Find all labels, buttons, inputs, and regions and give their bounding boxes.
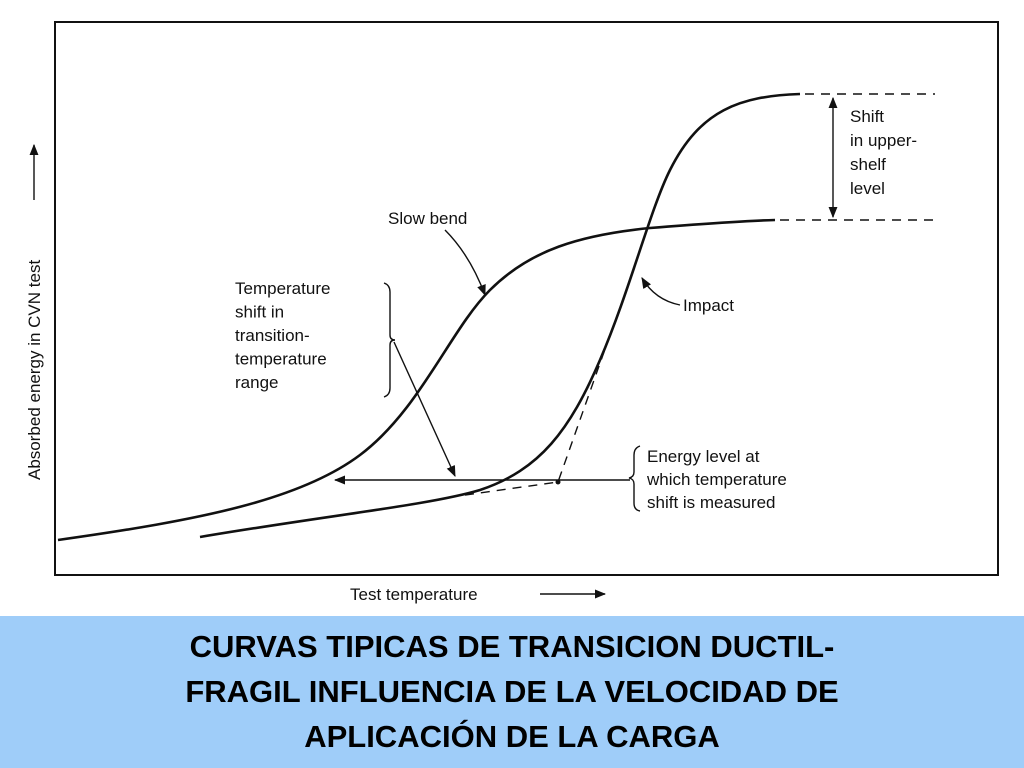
x-axis-label: Test temperature <box>350 585 478 604</box>
notes: Shift in upper-shelf level Temperature shift… <box>235 107 917 512</box>
note-line: which temperature <box>646 470 787 489</box>
slow-bend-curve <box>57 218 776 542</box>
point <box>555 479 561 485</box>
impact-pointer <box>641 277 681 306</box>
brace <box>383 282 396 398</box>
slow-bend-label: Slow bend <box>388 209 467 228</box>
brace-arrow <box>393 341 456 478</box>
note-line: level <box>850 179 885 198</box>
tangent-dash <box>464 334 611 496</box>
impact-label: Impact <box>683 296 734 315</box>
note-line: in upper- <box>850 131 917 150</box>
caption-band: CURVAS TIPICAS DE TRANSICION DUCTIL- FRA… <box>0 616 1024 768</box>
note-line: shift is measured <box>647 493 776 512</box>
note-line: shelf <box>850 155 886 174</box>
note-line: Energy level at <box>647 447 760 466</box>
caption-line: APLICACIÓN DE LA CARGA <box>304 719 720 754</box>
caption-line: FRAGIL INFLUENCIA DE LA VELOCIDAD DE <box>185 674 839 709</box>
note-line: shift in <box>235 303 284 322</box>
slow-bend-pointer <box>444 229 486 297</box>
caption-line: CURVAS TIPICAS DE TRANSICION DUCTIL- <box>189 629 835 664</box>
brace <box>628 445 641 512</box>
y-axis-label: Absorbed energy in CVN test <box>25 260 44 480</box>
note-line: transition- <box>235 326 310 345</box>
impact-curve <box>199 92 801 539</box>
note-line: range <box>235 373 278 392</box>
plot-frame <box>54 21 999 576</box>
diagram: Absorbed energy in CVN test Test tempera… <box>25 21 999 604</box>
note-line: Temperature <box>235 279 330 298</box>
note-line: temperature <box>235 350 327 369</box>
note-line: Shift <box>850 107 884 126</box>
